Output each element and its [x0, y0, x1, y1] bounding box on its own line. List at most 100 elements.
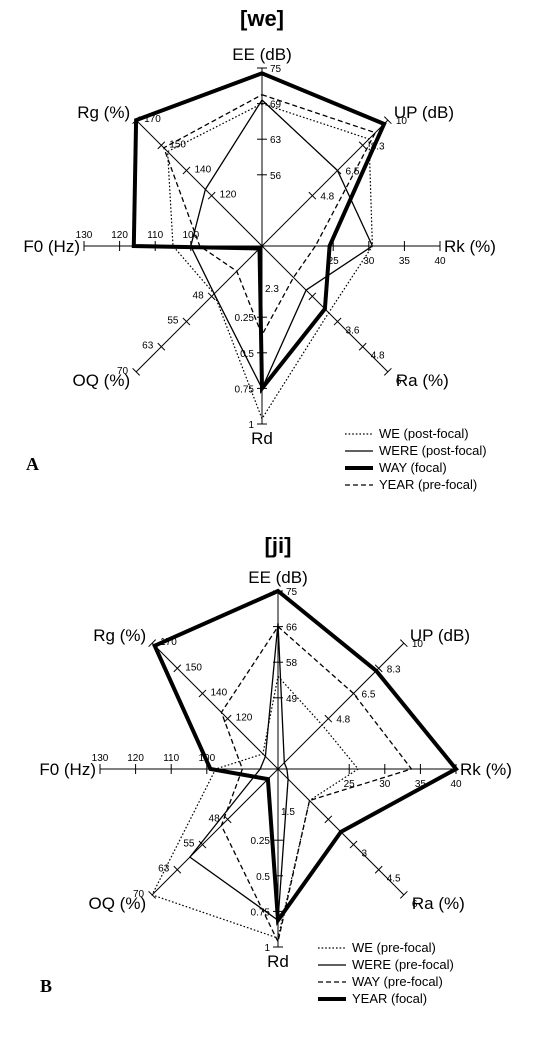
- tick-label: 120: [236, 713, 253, 724]
- radar-chart-we: [we] A 75 69 63 56 EE (dB) 10 8.3 6.5 4.8 UP (dB) 40…: [23, 6, 496, 492]
- tick-label: 10: [396, 116, 408, 127]
- tick-label: 120: [220, 190, 237, 201]
- tick-label: 1: [248, 420, 254, 431]
- axis-tick: [132, 367, 141, 376]
- tick-label: 6.5: [362, 689, 376, 700]
- tick-label: 30: [363, 256, 375, 267]
- tick-label: 63: [142, 341, 154, 352]
- tick-label: 70: [117, 366, 129, 377]
- series-line: [220, 625, 413, 944]
- center-tick-label: 2.3: [265, 284, 279, 295]
- tick-label: 55: [167, 316, 179, 327]
- axis-tick: [157, 141, 166, 150]
- tick-label: 4.8: [371, 351, 385, 362]
- axis-label: Rk (%): [444, 237, 496, 256]
- axis-tick: [358, 141, 367, 150]
- tick-label: 25: [344, 779, 356, 790]
- axis-tick: [358, 342, 367, 351]
- axis-tick: [383, 367, 392, 376]
- axis-label: Rg (%): [93, 626, 146, 645]
- axis-line: [261, 119, 389, 247]
- tick-label: 70: [133, 889, 145, 900]
- tick-label: 6.5: [346, 166, 360, 177]
- tick-label: 170: [144, 114, 161, 125]
- tick-label: 25: [328, 256, 340, 267]
- tick-label: 49: [286, 694, 298, 705]
- axis-label: Rg (%): [77, 103, 130, 122]
- chart-title: [we]: [240, 6, 284, 31]
- tick-label: 48: [209, 813, 221, 824]
- tick-label: 0.25: [251, 836, 271, 847]
- tick-label: 35: [415, 779, 427, 790]
- axis-label: OQ (%): [73, 371, 131, 390]
- legend-label: WERE (pre-focal): [352, 957, 454, 972]
- axis-tick: [198, 689, 207, 698]
- tick-label: 63: [158, 864, 170, 875]
- axis-line: [151, 768, 279, 896]
- tick-label: 69: [270, 100, 282, 111]
- series-line: [166, 102, 374, 421]
- tick-label: 0.25: [235, 313, 255, 324]
- chart-title: [ji]: [265, 533, 292, 558]
- tick-label: 63: [270, 135, 282, 146]
- tick-label: 10: [412, 639, 424, 650]
- tick-label: 0.75: [251, 907, 271, 918]
- axis-tick: [333, 317, 342, 326]
- axis-label: OQ (%): [89, 894, 147, 913]
- tick-label: 0.75: [235, 384, 255, 395]
- series-line: [151, 675, 359, 939]
- axis-tick: [157, 342, 166, 351]
- legend-label: WAY (pre-focal): [352, 974, 443, 989]
- axis-line: [277, 642, 405, 770]
- axis-label: EE (dB): [232, 45, 292, 64]
- axis-tick: [182, 166, 191, 175]
- tick-label: 66: [286, 623, 298, 634]
- panel-letter: B: [40, 976, 52, 996]
- legend-label: WERE (post-focal): [379, 443, 487, 458]
- legend-label: YEAR (pre-focal): [379, 477, 477, 492]
- series-line: [152, 588, 460, 926]
- tick-label: 1: [264, 943, 270, 954]
- axis-tick: [324, 714, 333, 723]
- tick-label: 6: [412, 899, 418, 910]
- axis-tick: [198, 840, 207, 849]
- tick-label: 75: [286, 587, 298, 598]
- tick-label: 75: [270, 64, 282, 75]
- tick-label: 3.6: [346, 326, 360, 337]
- axis-line: [135, 119, 263, 247]
- axis-tick: [173, 664, 182, 673]
- series-line: [190, 98, 374, 390]
- legend-label: YEAR (focal): [352, 991, 427, 1006]
- tick-label: 150: [185, 662, 202, 673]
- axis-tick: [399, 639, 408, 648]
- center-tick-label: 1.5: [281, 807, 295, 818]
- tick-label: 100: [182, 230, 199, 241]
- axis-tick: [383, 116, 392, 125]
- axis-tick: [207, 191, 216, 200]
- tick-label: 58: [286, 658, 298, 669]
- tick-label: 120: [127, 753, 144, 764]
- tick-label: 3: [362, 849, 368, 860]
- axis-tick: [374, 865, 383, 874]
- axis-tick: [223, 714, 232, 723]
- tick-label: 4.8: [336, 715, 350, 726]
- axis-label: Ra (%): [396, 371, 449, 390]
- tick-label: 130: [92, 753, 109, 764]
- tick-label: 0.5: [256, 872, 270, 883]
- tick-label: 48: [193, 290, 205, 301]
- axis-tick: [207, 292, 216, 301]
- axis-label: UP (dB): [394, 103, 454, 122]
- axis-label: F0 (Hz): [23, 237, 80, 256]
- tick-label: 4.5: [387, 874, 401, 885]
- axis-tick: [173, 865, 182, 874]
- legend-label: WAY (focal): [379, 460, 447, 475]
- axis-tick: [182, 317, 191, 326]
- tick-label: 140: [194, 164, 211, 175]
- axis-label: F0 (Hz): [39, 760, 96, 779]
- tick-label: 8.3: [371, 141, 385, 152]
- tick-label: 40: [434, 256, 446, 267]
- axis-line: [135, 245, 263, 373]
- axis-line: [151, 642, 279, 770]
- axis-label: Rd: [251, 429, 273, 448]
